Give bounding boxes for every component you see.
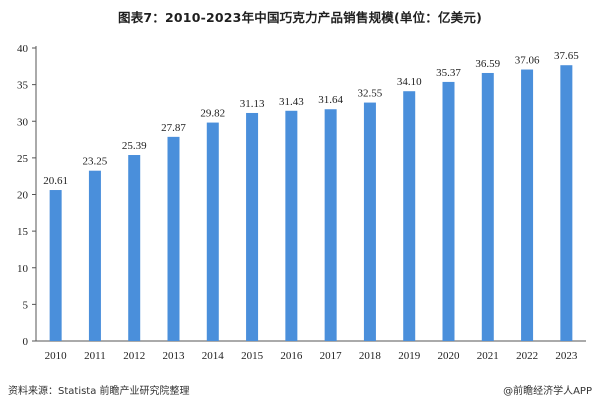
x-tick-label: 2013 xyxy=(163,350,186,362)
y-tick-label: 25 xyxy=(17,153,29,165)
data-label: 37.65 xyxy=(554,50,579,62)
source-note: 资料来源：Statista 前瞻产业研究院整理 xyxy=(8,386,190,397)
x-tick-label: 2021 xyxy=(477,350,499,362)
bar xyxy=(521,69,534,342)
bar xyxy=(49,190,62,341)
x-tick-label: 2010 xyxy=(45,350,68,362)
x-tick-label: 2020 xyxy=(438,350,461,362)
x-tick-label: 2019 xyxy=(398,350,421,362)
x-tick-label: 2023 xyxy=(555,350,578,362)
y-tick-label: 5 xyxy=(23,299,29,311)
x-tick-label: 2016 xyxy=(280,350,303,362)
x-tick-label: 2011 xyxy=(84,350,106,362)
data-label: 25.39 xyxy=(122,140,147,152)
bar xyxy=(246,112,259,341)
bar xyxy=(403,91,416,341)
bar xyxy=(128,155,141,341)
data-label: 31.43 xyxy=(279,96,304,108)
y-tick-label: 35 xyxy=(17,80,29,92)
x-tick-label: 2022 xyxy=(516,350,538,362)
data-label: 35.37 xyxy=(436,67,461,79)
y-tick-label: 10 xyxy=(17,263,29,275)
y-tick-label: 40 xyxy=(17,43,29,55)
data-label: 34.10 xyxy=(397,76,422,88)
data-label: 20.61 xyxy=(43,175,68,187)
bar xyxy=(481,72,494,342)
credit-note: @前瞻经济学人APP xyxy=(503,386,592,397)
data-label: 37.06 xyxy=(515,55,540,67)
data-label: 31.64 xyxy=(318,94,343,106)
data-label: 23.25 xyxy=(83,156,108,168)
bar xyxy=(560,65,573,342)
data-label: 31.13 xyxy=(240,98,265,110)
bar xyxy=(324,109,337,341)
bar xyxy=(363,102,376,341)
y-tick-label: 15 xyxy=(17,226,29,238)
x-tick-label: 2018 xyxy=(359,350,382,362)
x-tick-label: 2015 xyxy=(241,350,264,362)
x-tick-label: 2012 xyxy=(123,350,145,362)
bar xyxy=(285,110,298,341)
data-label: 27.87 xyxy=(161,122,186,134)
data-label: 32.55 xyxy=(358,88,383,100)
bar xyxy=(442,81,455,342)
data-label: 29.82 xyxy=(200,108,225,120)
x-tick-label: 2017 xyxy=(320,350,343,362)
y-tick-label: 20 xyxy=(17,190,29,202)
bar xyxy=(206,122,219,341)
y-tick-label: 0 xyxy=(23,336,29,348)
y-tick-label: 30 xyxy=(17,116,29,128)
chart-title: 图表7：2010-2023年中国巧克力产品销售规模(单位：亿美元) xyxy=(118,10,482,25)
bar xyxy=(167,136,180,341)
bar xyxy=(88,170,101,341)
x-tick-label: 2014 xyxy=(202,350,225,362)
data-label: 36.59 xyxy=(475,58,500,70)
